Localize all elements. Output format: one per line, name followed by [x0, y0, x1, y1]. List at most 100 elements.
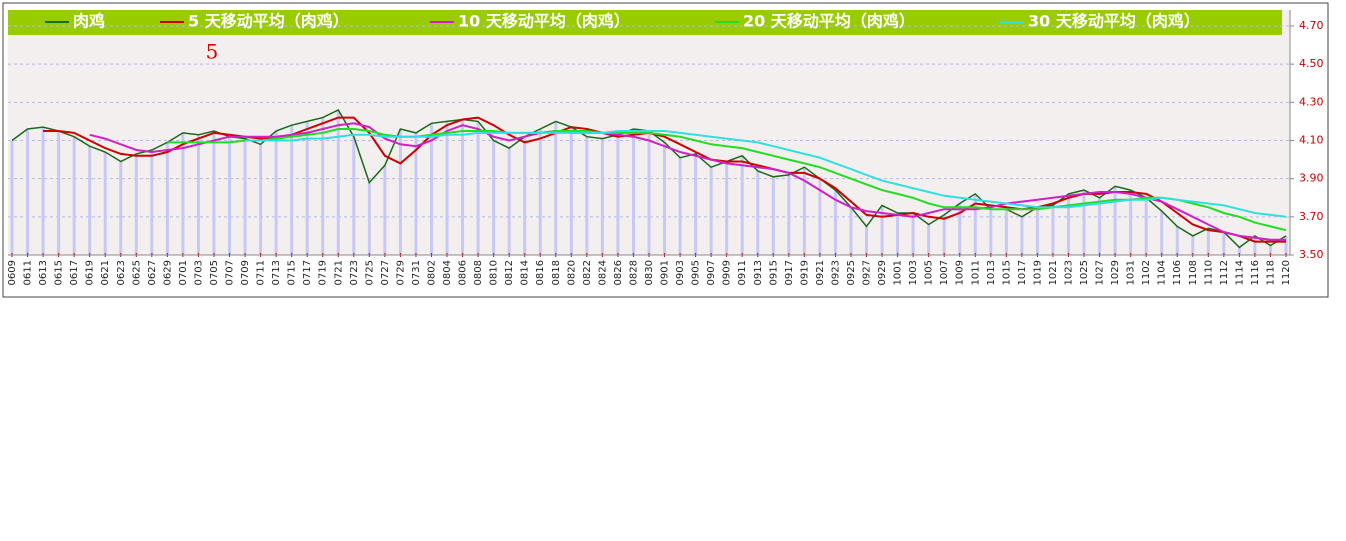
bar — [1082, 190, 1086, 255]
legend-label: 肉鸡 — [73, 12, 105, 31]
bar — [1206, 228, 1210, 255]
x-tick-label: 0929 — [877, 260, 888, 285]
bar — [787, 174, 791, 255]
x-tick-label: 0814 — [520, 260, 531, 285]
annotation: 5 — [206, 40, 219, 64]
x-tick-label: 1015 — [1001, 260, 1012, 285]
x-tick-label: 1118 — [1265, 260, 1276, 285]
bar — [616, 134, 620, 255]
x-tick-label: 0903 — [675, 260, 686, 285]
x-tick-label: 0830 — [644, 260, 655, 285]
x-tick-label: 0731 — [411, 260, 422, 285]
x-tick-label: 0921 — [815, 260, 826, 285]
x-tick-label: 1029 — [1110, 260, 1121, 285]
x-tick-label: 1120 — [1281, 260, 1292, 285]
bar — [989, 209, 993, 255]
bar — [290, 125, 294, 255]
x-tick-label: 0810 — [489, 260, 500, 285]
series-line — [89, 122, 1286, 241]
bar — [507, 148, 511, 255]
x-tick-label: 0711 — [256, 260, 267, 285]
series-line — [167, 128, 1287, 232]
y-tick-label: 3.70 — [1299, 210, 1324, 223]
series-line — [245, 130, 1287, 218]
x-tick-label: 1019 — [1032, 260, 1043, 285]
bar — [631, 129, 635, 255]
bar — [429, 123, 433, 255]
x-tick-label: 1116 — [1250, 260, 1261, 285]
bar — [212, 130, 216, 255]
x-tick-label: 1031 — [1126, 260, 1137, 285]
x-tick-label: 0826 — [613, 260, 624, 285]
x-tick-label: 1027 — [1095, 260, 1106, 285]
bar — [72, 136, 76, 255]
x-tick-label: 1025 — [1079, 260, 1090, 285]
y-tick-label: 3.50 — [1299, 248, 1324, 261]
bar — [1020, 216, 1024, 255]
bar — [1175, 226, 1179, 255]
bar — [942, 214, 946, 255]
x-tick-label: 0901 — [660, 260, 671, 285]
bar — [352, 136, 356, 255]
bar — [383, 165, 387, 255]
x-tick-label: 0802 — [426, 260, 437, 285]
bar — [927, 224, 931, 255]
x-tick-label: 0707 — [225, 260, 236, 285]
x-tick-label: 1013 — [986, 260, 997, 285]
x-tick-label: 0611 — [23, 260, 34, 285]
x-tick-label: 0915 — [768, 260, 779, 285]
x-tick-label: 1112 — [1219, 260, 1230, 285]
x-tick-label: 0725 — [364, 260, 375, 285]
bar — [274, 130, 278, 255]
y-tick-label: 4.70 — [1299, 19, 1324, 32]
x-tick-label: 1114 — [1234, 260, 1245, 285]
bar — [647, 130, 651, 255]
x-tick-label: 0609 — [7, 260, 18, 285]
bar — [802, 167, 806, 255]
x-tick-label: 1106 — [1172, 260, 1183, 285]
bar — [228, 136, 232, 255]
bar — [10, 140, 14, 255]
x-tick-label: 0822 — [582, 260, 593, 285]
bar — [896, 213, 900, 255]
x-tick-label: 0623 — [116, 260, 127, 285]
x-tick-label: 0812 — [504, 260, 515, 285]
x-tick-label: 0820 — [566, 260, 577, 285]
x-tick-label: 0828 — [628, 260, 639, 285]
bar — [134, 153, 138, 255]
x-tick-label: 0816 — [535, 260, 546, 285]
x-tick-label: 0723 — [349, 260, 360, 285]
bar — [1035, 207, 1039, 255]
bar — [1268, 245, 1272, 255]
bar — [973, 193, 977, 255]
bar — [1237, 247, 1241, 255]
bar — [119, 161, 123, 255]
x-tick-label: 0705 — [209, 260, 220, 285]
bar — [911, 213, 915, 255]
legend-band — [8, 10, 1282, 35]
x-tick-label: 0927 — [862, 260, 873, 285]
x-tick-label: 0621 — [100, 260, 111, 285]
x-tick-label: 1011 — [970, 260, 981, 285]
bar — [585, 136, 589, 255]
bar — [1222, 232, 1226, 255]
bar — [181, 132, 185, 255]
x-tick-label: 1110 — [1203, 260, 1214, 285]
bar — [398, 129, 402, 255]
bar — [461, 119, 465, 255]
bar — [88, 146, 92, 255]
bar — [103, 151, 107, 255]
x-tick-label: 0613 — [38, 260, 49, 285]
x-tick-label: 0923 — [830, 260, 841, 285]
bar — [725, 161, 729, 255]
bar — [865, 226, 869, 255]
bar — [569, 127, 573, 255]
x-tick-label: 0615 — [54, 260, 65, 285]
bar — [849, 207, 853, 255]
bar — [663, 142, 667, 255]
bar — [1098, 197, 1102, 255]
legend-label: 5 天移动平均（肉鸡） — [188, 12, 349, 31]
bar — [165, 142, 169, 255]
x-tick-label: 0824 — [597, 260, 608, 285]
bar — [243, 138, 247, 255]
